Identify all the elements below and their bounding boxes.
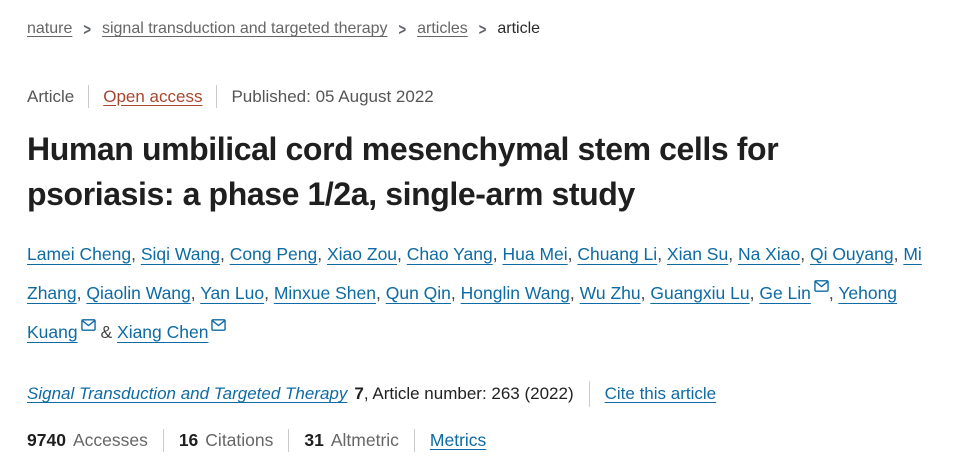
article-header-page: nature > signal transduction and targete… <box>27 19 932 453</box>
content-type-label: Article <box>27 86 75 106</box>
author-separator: , <box>397 243 407 264</box>
vertical-divider <box>588 381 590 408</box>
journal-link[interactable]: Signal Transduction and Targeted Therapy <box>27 384 348 404</box>
author-link[interactable]: Chao Yang <box>406 243 493 264</box>
author-link[interactable]: Xiang Chen <box>117 322 209 343</box>
author-link[interactable]: Xiao Zou <box>327 243 398 264</box>
metrics-link[interactable]: Metrics <box>429 430 487 451</box>
altmetric-label: Altmetric <box>330 430 399 451</box>
email-icon[interactable] <box>211 319 227 332</box>
author-link[interactable]: Lamei Cheng <box>27 243 132 264</box>
author-link[interactable]: Qi Ouyang <box>809 243 894 264</box>
author-separator: & <box>95 322 118 343</box>
author-separator: , <box>76 283 87 304</box>
author-separator: , <box>893 243 904 264</box>
vertical-divider <box>216 85 218 108</box>
author-separator: , <box>728 243 738 264</box>
chevron-right-icon: > <box>83 19 91 39</box>
author-separator: , <box>657 243 667 264</box>
breadcrumb-link-nature[interactable]: nature <box>27 20 73 37</box>
breadcrumb-link-articles[interactable]: articles <box>417 20 468 37</box>
accesses-count: 9740 <box>27 430 66 451</box>
author-separator: , <box>800 243 810 264</box>
breadcrumb: nature > signal transduction and targete… <box>27 19 932 39</box>
author-link[interactable]: Honglin Wang <box>460 283 570 304</box>
published-date: Published: 05 August 2022 <box>231 86 434 106</box>
citations-count: 16 <box>178 430 199 451</box>
breadcrumb-link-journal[interactable]: signal transduction and targeted therapy <box>101 20 388 37</box>
author-link[interactable]: Xian Su <box>666 243 729 264</box>
article-title: Human umbilical cord mesenchymal stem ce… <box>27 131 779 213</box>
author-separator: , <box>264 283 274 304</box>
author-link[interactable]: Ge Lin <box>759 283 811 304</box>
author-link[interactable]: Siqi Wang <box>140 243 220 264</box>
author-separator: , <box>190 283 201 304</box>
article-meta-bar: Article Open access Published: 05 August… <box>27 85 932 108</box>
vertical-divider <box>288 429 290 453</box>
author-link[interactable]: Wu Zhu <box>579 283 641 304</box>
accesses-label: Accesses <box>72 430 148 451</box>
breadcrumb-current-article: article <box>497 20 541 37</box>
article-number: , Article number: 263 (2022) <box>363 384 574 404</box>
vertical-divider <box>88 85 90 108</box>
author-link[interactable]: Chuang Li <box>577 243 658 264</box>
author-link[interactable]: Guangxiu Lu <box>650 283 750 304</box>
metrics-bar: 9740 Accesses 16 Citations 31 Altmetric … <box>27 429 932 453</box>
author-list: Lamei Cheng, Siqi Wang, Cong Peng, Xiao … <box>27 235 932 353</box>
open-access-link[interactable]: Open access <box>103 86 203 106</box>
author-link[interactable]: Minxue Shen <box>273 283 376 304</box>
author-link[interactable]: Qiaolin Wang <box>86 283 191 304</box>
author-link[interactable]: Mi Zhang <box>27 243 922 304</box>
citations-label: Citations <box>205 430 274 451</box>
chevron-right-icon: > <box>478 19 487 39</box>
vertical-divider <box>413 429 415 453</box>
author-separator: , <box>828 283 839 304</box>
volume-number: 7 <box>354 384 364 404</box>
citation-line: Signal Transduction and Targeted Therapy… <box>27 381 932 408</box>
author-link[interactable]: Qun Qin <box>385 283 451 304</box>
author-link[interactable]: Cong Peng <box>229 243 318 264</box>
chevron-right-icon: > <box>398 19 407 39</box>
author-link[interactable]: Yehong Kuang <box>27 283 898 343</box>
author-separator: , <box>492 243 503 264</box>
vertical-divider <box>162 429 164 453</box>
author-separator: , <box>569 283 580 304</box>
email-icon[interactable] <box>814 280 829 292</box>
author-separator: , <box>317 243 327 264</box>
author-link[interactable]: Yan Luo <box>200 283 265 304</box>
author-separator: , <box>749 283 760 304</box>
author-separator: , <box>567 243 578 264</box>
altmetric-count: 31 <box>304 430 324 451</box>
author-separator: , <box>131 243 141 264</box>
author-link[interactable]: Na Xiao <box>737 243 801 264</box>
author-separator: , <box>219 243 230 264</box>
author-separator: , <box>640 283 651 304</box>
cite-this-article-link[interactable]: Cite this article <box>604 384 717 404</box>
author-separator: , <box>375 283 386 304</box>
author-separator: , <box>450 283 461 304</box>
email-icon[interactable] <box>80 319 96 332</box>
author-link[interactable]: Hua Mei <box>502 243 568 264</box>
